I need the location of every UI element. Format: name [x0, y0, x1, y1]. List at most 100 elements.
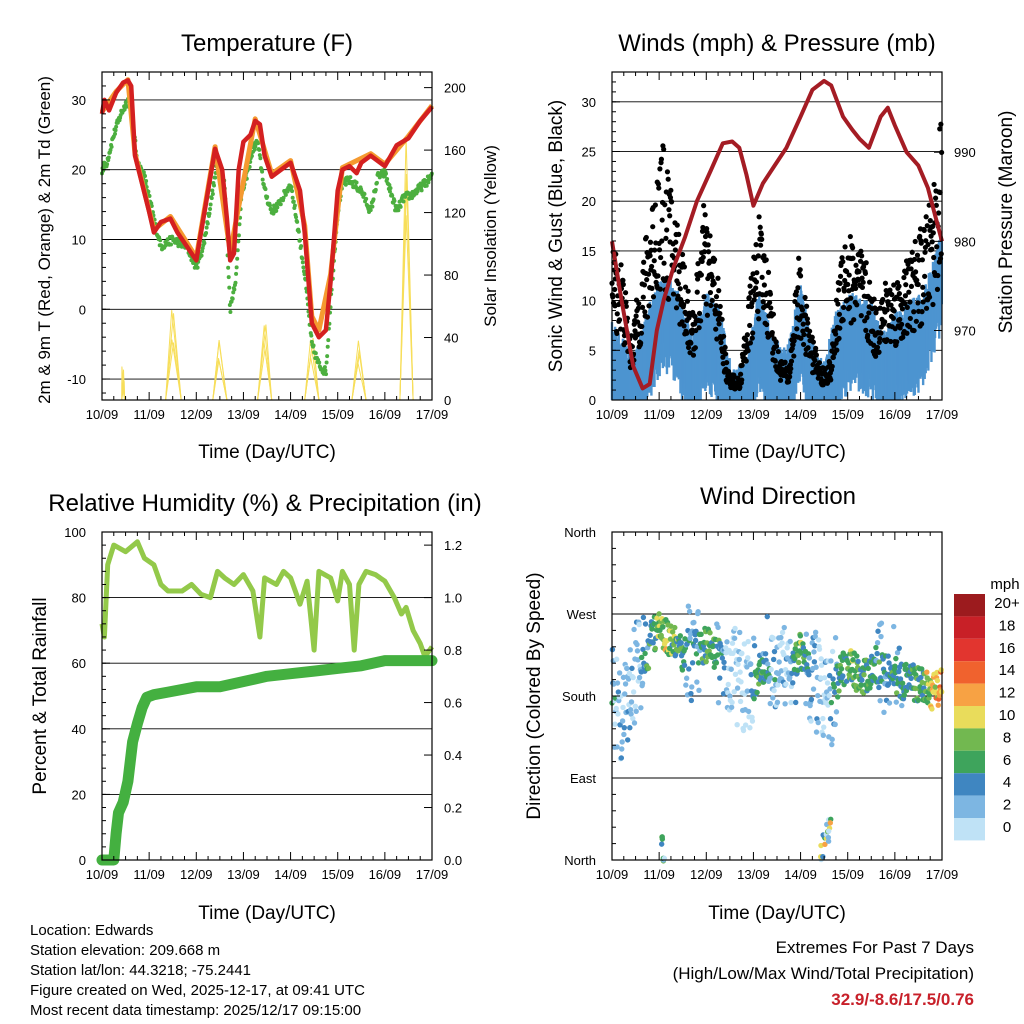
direction-point [832, 635, 839, 641]
x-tick-label: 15/09 [831, 867, 864, 882]
direction-point [874, 650, 880, 657]
gust-point [657, 286, 663, 292]
gust-point [842, 244, 848, 250]
gust-point [753, 285, 759, 291]
gust-point [665, 296, 672, 302]
gust-point [882, 280, 889, 286]
direction-point [820, 732, 826, 739]
direction-point [715, 624, 721, 631]
gust-point [929, 246, 935, 252]
gust-point [675, 281, 681, 287]
gust-point [756, 214, 762, 220]
y2-tick-label: 0.6 [444, 696, 462, 711]
dewpoint-point [309, 333, 314, 338]
gust-point [767, 291, 774, 297]
direction-point [616, 670, 623, 676]
x-tick-label: 14/09 [274, 407, 307, 422]
direction-point [827, 686, 833, 692]
direction-point [776, 659, 782, 665]
gust-point [722, 344, 728, 350]
direction-point [764, 613, 770, 620]
direction-point [742, 722, 749, 728]
gust-point [718, 339, 724, 346]
y2-tick-label: 40 [444, 331, 458, 346]
direction-point [615, 711, 621, 717]
gust-point [663, 235, 669, 241]
gust-point [655, 181, 661, 187]
direction-point [918, 674, 924, 681]
dewpoint-point [419, 188, 424, 193]
dewpoint-point [226, 275, 231, 280]
direction-point [751, 695, 757, 702]
gust-point [858, 248, 864, 254]
colorbar-label: 18 [999, 617, 1016, 634]
direction-point [806, 655, 812, 661]
gust-point [840, 304, 847, 311]
direction-point [634, 641, 640, 648]
y-tick-label: North [564, 525, 596, 540]
direction-point [737, 669, 743, 675]
direction-point [728, 666, 734, 672]
gust-point [616, 317, 623, 323]
gust-point [837, 280, 843, 286]
dewpoint-point [401, 199, 406, 204]
gust-point [699, 228, 706, 234]
direction-point [790, 680, 796, 686]
gust-point [622, 290, 629, 296]
y2-tick-label: 120 [444, 206, 466, 221]
direction-point [650, 640, 656, 646]
gust-point [737, 384, 743, 390]
gust-point [923, 305, 930, 311]
direction-point [821, 724, 827, 730]
direction-point [691, 619, 697, 626]
gust-point [930, 301, 936, 308]
gust-point [722, 351, 729, 357]
direction-point [893, 655, 899, 662]
gust-point [679, 251, 686, 258]
gust-point [623, 303, 629, 309]
gust-point [919, 321, 925, 327]
gust-point [846, 272, 852, 278]
direction-point [619, 739, 625, 745]
gust-point [902, 300, 908, 307]
dewpoint-point [362, 191, 367, 196]
dewpoint-point [296, 229, 301, 234]
x-tick-label: 12/09 [690, 867, 723, 882]
gust-point [664, 169, 671, 175]
direction-point [622, 691, 628, 697]
y-tick-label: 20 [72, 163, 86, 178]
gust-point [770, 311, 777, 317]
direction-point [659, 836, 666, 842]
gust-point [668, 199, 675, 205]
gust-point [835, 301, 841, 307]
gust-point [633, 313, 639, 319]
gust-point [684, 330, 690, 336]
direction-point [628, 699, 635, 705]
direction-panel: Wind Direction Time (Day/UTC) Direction … [524, 483, 1020, 924]
direction-point [826, 692, 832, 699]
colorbar-swatch [954, 706, 985, 729]
direction-point [934, 677, 941, 684]
direction-point [745, 708, 752, 715]
direction-point [778, 668, 784, 674]
direction-point [825, 828, 832, 834]
gust-point [646, 303, 652, 309]
gust-point [709, 274, 715, 280]
gust-point [650, 294, 657, 300]
gust-point [874, 344, 881, 350]
direction-point [829, 648, 836, 655]
direction-point [824, 680, 831, 686]
humidity-panel: Relative Humidity (%) & Precipitation (i… [30, 490, 482, 924]
gust-point [847, 304, 853, 310]
direction-point [815, 692, 821, 699]
direction-point [687, 635, 693, 641]
direction-point [820, 853, 826, 860]
gust-point [705, 249, 712, 255]
dewpoint-point [392, 198, 397, 203]
gust-point [848, 295, 854, 301]
dewpoint-point [302, 272, 307, 277]
direction-point [787, 638, 793, 645]
direction-point [724, 639, 730, 645]
colorbar-swatch [954, 638, 985, 662]
dewpoint-point [226, 265, 231, 270]
